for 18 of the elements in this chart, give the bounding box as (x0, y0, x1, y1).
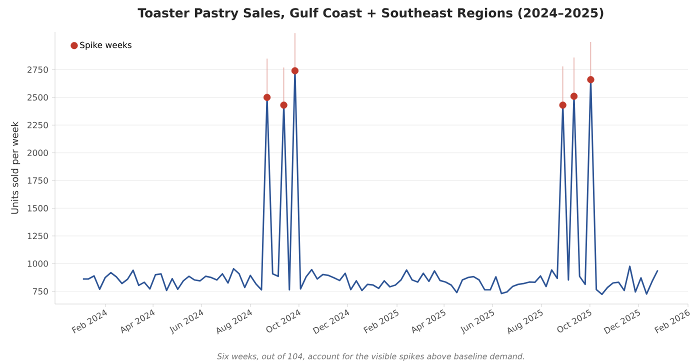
y-tick-label: 1000 (28, 260, 48, 267)
legend-label: Spike weeks (80, 42, 132, 50)
point (291, 67, 299, 74)
y-tick-label: 2250 (28, 122, 48, 128)
point (587, 76, 594, 84)
y-tick-label: 2500 (28, 94, 48, 101)
y-tick-label: 1500 (28, 205, 48, 212)
y-tick-label: 2750 (28, 66, 48, 73)
y-tick-label: 1750 (28, 177, 48, 184)
point (559, 102, 566, 109)
y-tick-label: 750 (33, 288, 48, 295)
chart-title: Toaster Pastry Sales, Gulf Coast + Southeast Regions (2024–2025) (138, 8, 604, 20)
y-tick-label: 2000 (28, 150, 48, 156)
point (263, 94, 271, 101)
point (280, 102, 288, 109)
y-axis-title: Units sold per week (10, 121, 20, 214)
point (570, 92, 578, 100)
y-tick-label: 1250 (28, 232, 48, 240)
